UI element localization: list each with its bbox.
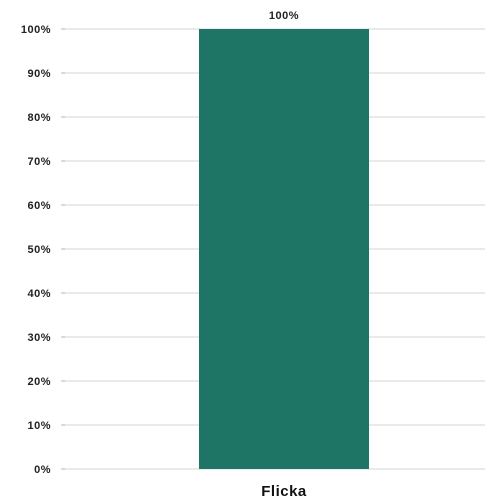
y-tick-label: 50% [27,244,51,256]
bar-data-label: 100% [269,10,299,22]
y-tick-label: 60% [27,200,51,212]
y-tick-label: 70% [27,156,51,168]
y-tick-label: 20% [27,376,51,388]
y-tick-label: 90% [27,68,51,80]
y-tick-label: 0% [34,464,51,476]
bar-flicka[interactable] [199,29,369,469]
y-tick-label: 30% [27,332,51,344]
y-tick-label: 10% [27,420,51,432]
y-tick-label: 80% [27,112,51,124]
y-tick-label: 100% [21,24,51,36]
x-category-label: Flicka [261,483,307,500]
y-tick-label: 40% [27,288,51,300]
